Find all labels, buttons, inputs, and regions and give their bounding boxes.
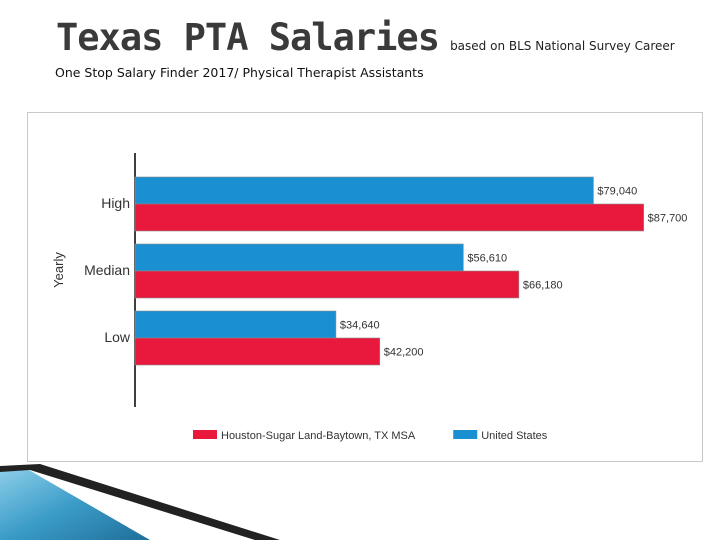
value-label-houston-sugar-land-baytown-tx-msa-high: $87,700 (648, 213, 688, 225)
bar-united-states-high (134, 176, 594, 205)
legend-swatch-houston-sugar-land-baytown-tx-msa (193, 430, 217, 439)
y-axis-title: Yearly (51, 252, 66, 288)
bar-houston-sugar-land-baytown-tx-msa-median (134, 270, 520, 299)
category-label-low: Low (104, 329, 131, 345)
legend-swatch-united-states (453, 430, 478, 439)
page-title: Texas PTA Salaries based on BLS National… (56, 16, 675, 59)
page-subtitle: One Stop Salary Finder 2017/ Physical Th… (55, 65, 424, 80)
bar-united-states-median (134, 243, 464, 272)
value-label-houston-sugar-land-baytown-tx-msa-median: $66,180 (523, 280, 563, 292)
legend-label-united-states: United States (481, 430, 548, 442)
value-label-houston-sugar-land-baytown-tx-msa-low: $42,200 (384, 347, 424, 359)
title-main: Texas PTA Salaries (56, 16, 440, 59)
bar-united-states-low (134, 310, 337, 339)
value-label-united-states-median: $56,610 (467, 253, 507, 265)
category-label-high: High (101, 195, 130, 211)
value-label-united-states-low: $34,640 (340, 320, 380, 332)
category-label-median: Median (84, 262, 130, 278)
legend-label-houston-sugar-land-baytown-tx-msa: Houston-Sugar Land-Baytown, TX MSA (221, 430, 416, 442)
title-note: based on BLS National Survey Career (450, 39, 675, 53)
decorative-corner-shape (0, 464, 280, 540)
bar-houston-sugar-land-baytown-tx-msa-low (134, 337, 381, 366)
chart-frame: Yearly High $79,040 $87,700 Median $56,610 $66… (27, 112, 703, 462)
bar-houston-sugar-land-baytown-tx-msa-high (134, 203, 644, 232)
value-label-united-states-high: $79,040 (597, 186, 637, 198)
salary-bar-chart: Yearly High $79,040 $87,700 Median $56,610 $66… (51, 153, 688, 442)
